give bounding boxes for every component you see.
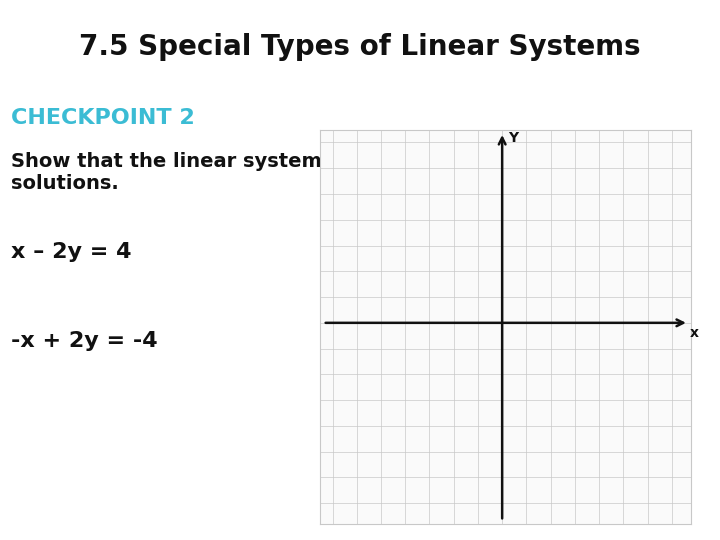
Text: x – 2y = 4: x – 2y = 4 xyxy=(11,241,131,261)
Text: x: x xyxy=(690,326,699,340)
Text: 7.5 Special Types of Linear Systems: 7.5 Special Types of Linear Systems xyxy=(79,33,641,61)
Text: CHECKPOINT 2: CHECKPOINT 2 xyxy=(11,108,194,128)
Text: Show that the linear system has infinitely many
solutions.: Show that the linear system has infinite… xyxy=(11,152,539,193)
Text: Y: Y xyxy=(508,131,518,145)
Text: -x + 2y = -4: -x + 2y = -4 xyxy=(11,330,158,350)
